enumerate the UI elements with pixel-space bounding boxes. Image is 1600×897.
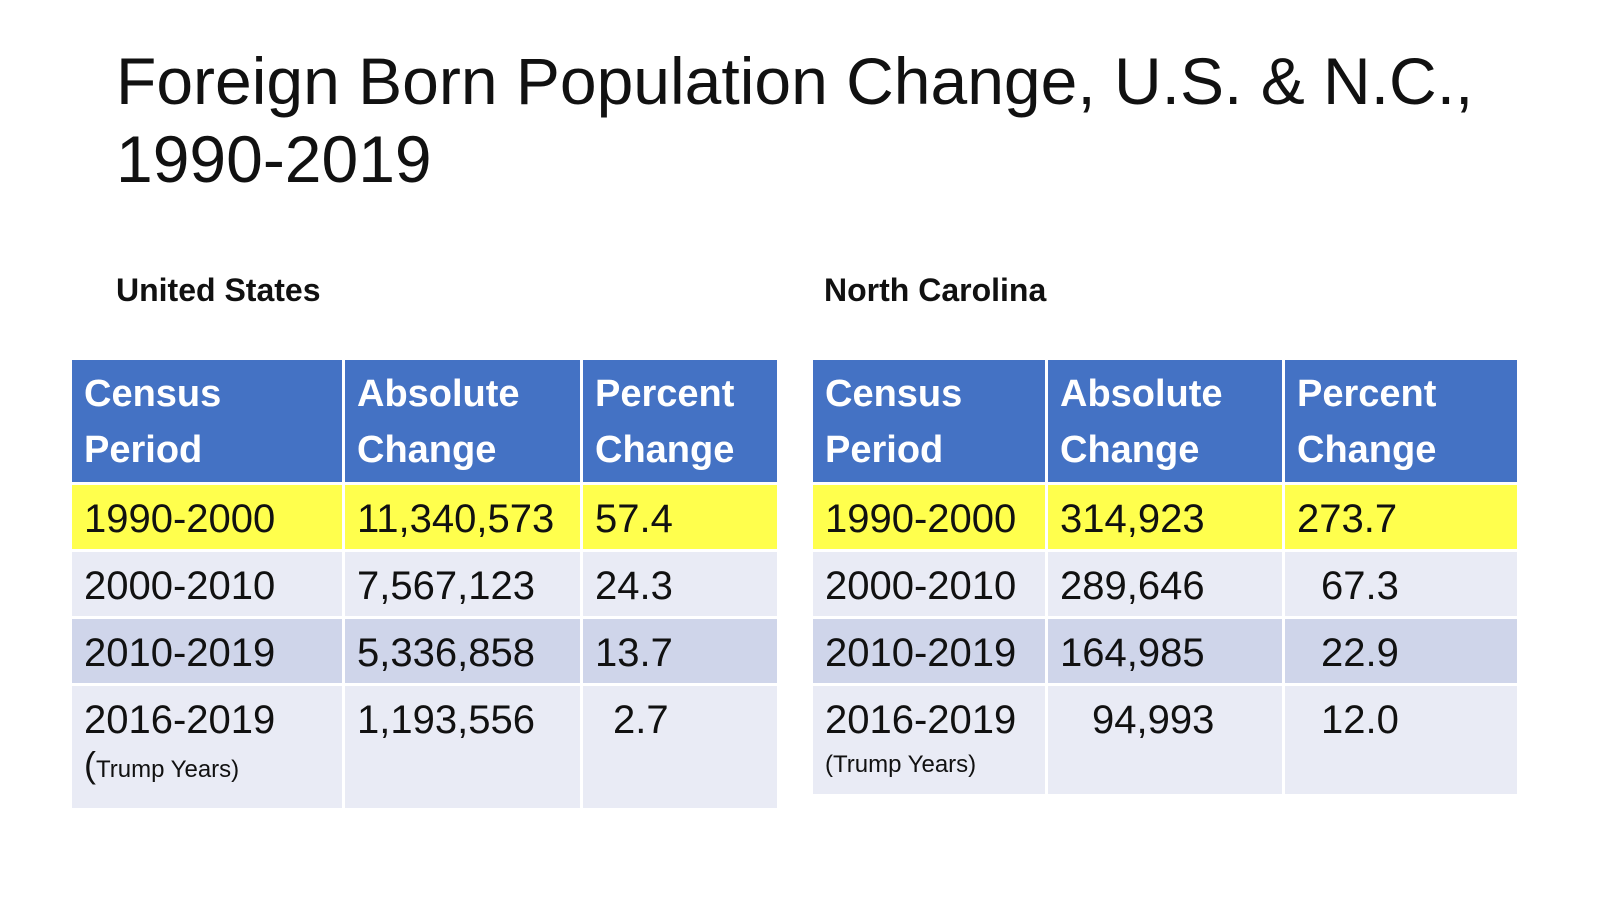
nc-period-text: 2016-2019 bbox=[825, 698, 1017, 742]
us-header-row: Census Period Absolute Change Percent Ch… bbox=[72, 360, 777, 482]
nc-row-1990-2000: 1990-2000 314,923 273.7 bbox=[813, 485, 1517, 549]
nc-absolute-cell: 94,993 bbox=[1048, 686, 1282, 794]
nc-header-percent-change: Percent Change bbox=[1285, 360, 1517, 482]
us-header-census-period: Census Period bbox=[72, 360, 342, 482]
nc-percent-cell: 67.3 bbox=[1285, 552, 1517, 616]
us-percent-cell: 57.4 bbox=[583, 485, 777, 549]
us-section-label: United States bbox=[116, 272, 321, 308]
nc-percent-cell: 22.9 bbox=[1285, 619, 1517, 683]
us-header-percent-change: Percent Change bbox=[583, 360, 777, 482]
nc-percent-cell: 12.0 bbox=[1285, 686, 1517, 794]
nc-header-census-period: Census Period bbox=[813, 360, 1045, 482]
us-row-2000-2010: 2000-2010 7,567,123 24.3 bbox=[72, 552, 777, 616]
us-trump-years-note: (Trump Years) bbox=[84, 747, 330, 785]
us-note-paren: ( bbox=[84, 744, 96, 785]
title-line-1: Foreign Born Population Change, U.S. & N… bbox=[116, 44, 1474, 118]
nc-section-label: North Carolina bbox=[824, 272, 1047, 308]
us-row-2016-2019: 2016-2019 (Trump Years) 1,193,556 2.7 bbox=[72, 686, 777, 808]
title-line-2: 1990-2019 bbox=[116, 122, 432, 196]
us-absolute-cell: 11,340,573 bbox=[345, 485, 580, 549]
nc-period-cell: 2010-2019 bbox=[813, 619, 1045, 683]
us-period-cell: 1990-2000 bbox=[72, 485, 342, 549]
us-period-cell: 2000-2010 bbox=[72, 552, 342, 616]
us-note-text: Trump Years) bbox=[96, 756, 240, 783]
nc-period-cell: 2000-2010 bbox=[813, 552, 1045, 616]
nc-trump-years-note: (Trump Years) bbox=[825, 751, 977, 778]
us-absolute-cell: 1,193,556 bbox=[345, 686, 580, 808]
nc-row-2010-2019: 2010-2019 164,985 22.9 bbox=[813, 619, 1517, 683]
us-period-cell: 2010-2019 bbox=[72, 619, 342, 683]
nc-period-cell: 1990-2000 bbox=[813, 485, 1045, 549]
nc-percent-cell: 273.7 bbox=[1285, 485, 1517, 549]
us-absolute-cell: 5,336,858 bbox=[345, 619, 580, 683]
us-header-absolute-change: Absolute Change bbox=[345, 360, 580, 482]
nc-row-2016-2019: 2016-2019 (Trump Years) 94,993 12.0 bbox=[813, 686, 1517, 794]
nc-table: Census Period Absolute Change Percent Ch… bbox=[810, 357, 1520, 797]
nc-row-2000-2010: 2000-2010 289,646 67.3 bbox=[813, 552, 1517, 616]
us-percent-cell: 13.7 bbox=[583, 619, 777, 683]
nc-header-absolute-change: Absolute Change bbox=[1048, 360, 1282, 482]
nc-absolute-cell: 289,646 bbox=[1048, 552, 1282, 616]
nc-absolute-cell: 314,923 bbox=[1048, 485, 1282, 549]
us-period-text: 2016-2019 bbox=[84, 698, 276, 742]
us-table: Census Period Absolute Change Percent Ch… bbox=[69, 357, 780, 811]
nc-absolute-cell: 164,985 bbox=[1048, 619, 1282, 683]
slide-title: Foreign Born Population Change, U.S. & N… bbox=[116, 42, 1516, 198]
us-row-1990-2000: 1990-2000 11,340,573 57.4 bbox=[72, 485, 777, 549]
us-percent-cell: 24.3 bbox=[583, 552, 777, 616]
us-row-2010-2019: 2010-2019 5,336,858 13.7 bbox=[72, 619, 777, 683]
us-period-cell: 2016-2019 (Trump Years) bbox=[72, 686, 342, 808]
us-percent-cell: 2.7 bbox=[583, 686, 777, 808]
nc-period-cell: 2016-2019 (Trump Years) bbox=[813, 686, 1045, 794]
us-absolute-cell: 7,567,123 bbox=[345, 552, 580, 616]
nc-header-row: Census Period Absolute Change Percent Ch… bbox=[813, 360, 1517, 482]
